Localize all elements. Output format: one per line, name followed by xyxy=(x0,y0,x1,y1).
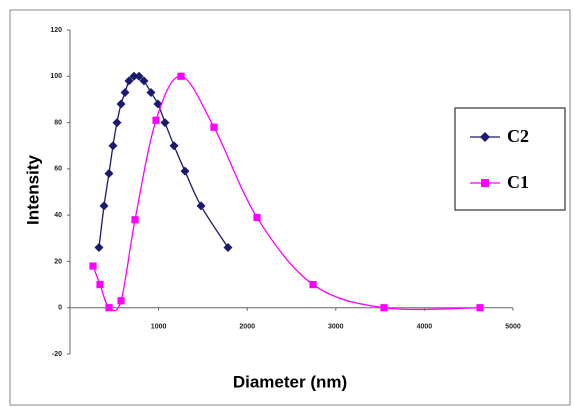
marker xyxy=(134,71,144,81)
marker xyxy=(116,99,126,109)
marker xyxy=(120,87,130,97)
x-tick-label: 2000 xyxy=(239,324,255,331)
marker xyxy=(169,141,179,151)
legend-label: C2 xyxy=(507,126,529,146)
legend-marker xyxy=(481,179,489,187)
x-axis-title: Diameter (nm) xyxy=(233,372,347,391)
marker xyxy=(99,201,109,211)
marker xyxy=(146,87,156,97)
marker xyxy=(96,280,104,289)
y-tick-label: 120 xyxy=(50,27,62,34)
marker xyxy=(105,304,113,312)
marker xyxy=(210,123,218,131)
marker xyxy=(380,304,388,312)
marker xyxy=(253,213,261,222)
y-axis-title: Intensity xyxy=(23,155,42,225)
marker xyxy=(129,71,139,81)
y-tick-label: 0 xyxy=(58,305,62,312)
marker xyxy=(112,118,122,128)
y-tick-label: -20 xyxy=(52,351,62,358)
y-tick-label: 40 xyxy=(54,212,62,219)
marker xyxy=(139,76,149,86)
marker xyxy=(117,297,125,305)
x-tick-label: 5000 xyxy=(505,324,521,331)
marker xyxy=(104,168,114,178)
marker xyxy=(160,118,170,128)
marker xyxy=(196,201,206,211)
x-tick-label: 1000 xyxy=(151,324,167,331)
marker xyxy=(309,280,317,289)
marker xyxy=(180,166,190,176)
y-tick-label: 20 xyxy=(54,258,62,265)
marker xyxy=(124,76,134,86)
marker xyxy=(476,304,484,312)
marker xyxy=(177,72,185,80)
x-tick-label: 3000 xyxy=(328,324,344,331)
marker xyxy=(108,141,118,151)
legend-box xyxy=(454,107,566,211)
legend-marker xyxy=(480,132,490,142)
x-tick-label: 4000 xyxy=(417,324,433,331)
legend-label: C1 xyxy=(507,172,529,192)
marker xyxy=(94,243,104,253)
y-tick-label: 100 xyxy=(50,73,62,80)
y-tick-label: 80 xyxy=(54,119,62,126)
marker xyxy=(152,116,160,124)
marker xyxy=(89,262,97,270)
marker xyxy=(223,243,233,253)
y-tick-label: 60 xyxy=(54,166,62,173)
marker xyxy=(131,216,139,224)
